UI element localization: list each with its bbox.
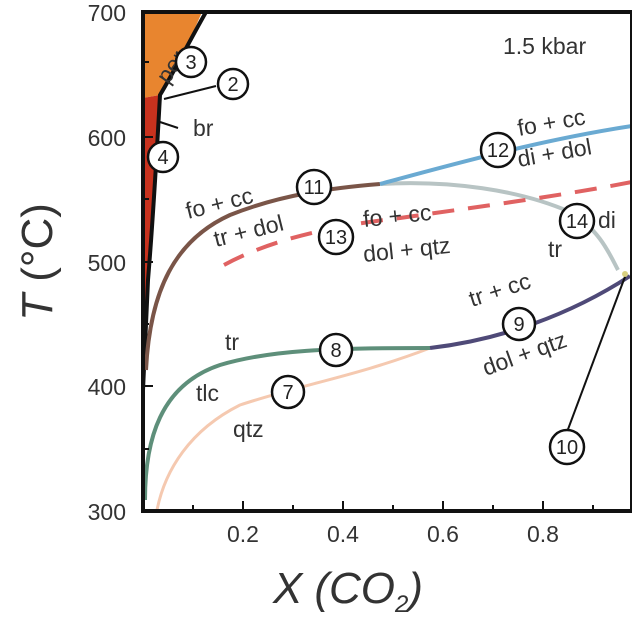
x-tick-label-0.4: 0.4 <box>327 521 359 547</box>
reaction-marker-14: 14 <box>558 202 596 240</box>
reaction-curve-7 <box>155 346 431 511</box>
label-tr-cc: tr + cc <box>466 267 534 311</box>
svg-text:T (°C): T (°C) <box>13 203 62 321</box>
y-tick-label-400: 400 <box>88 374 126 400</box>
y-tick-label-500: 500 <box>88 250 126 276</box>
svg-text:13: 13 <box>325 227 347 249</box>
reaction-curve-8 <box>143 346 431 501</box>
label-qtz: qtz <box>233 416 264 442</box>
label-fo-cc-mid: fo + cc <box>362 199 433 232</box>
br-pointer <box>159 121 179 129</box>
reaction-marker-2: 2 <box>216 67 250 101</box>
reaction-marker-9: 9 <box>501 306 537 342</box>
svg-text:14: 14 <box>566 211 588 233</box>
svg-text:11: 11 <box>304 177 325 199</box>
y-tick-label-300: 300 <box>88 499 126 525</box>
reaction-marker-13: 13 <box>317 218 355 256</box>
reaction-marker-12: 12 <box>479 131 517 169</box>
x-tick-label-0.8: 0.8 <box>527 521 559 547</box>
x-axis-title: X (CO2) <box>272 564 423 614</box>
reaction-2-pointer <box>163 85 217 100</box>
reaction-marker-11: 11 <box>295 168 333 206</box>
label-tr-left: tr <box>225 329 239 355</box>
reaction-curve-14 <box>379 181 620 271</box>
label-tr-right: tr <box>548 236 562 262</box>
svg-text:4: 4 <box>157 147 168 169</box>
svg-text:10: 10 <box>556 437 578 459</box>
reaction-marker-10: 10 <box>548 428 586 466</box>
y-axis-title: T (°C) <box>13 203 62 321</box>
label-di: di <box>598 207 616 233</box>
reaction-marker-7: 7 <box>270 374 306 410</box>
svg-text:7: 7 <box>282 382 293 404</box>
svg-text:12: 12 <box>487 140 509 162</box>
reaction-10-pointer <box>566 273 627 433</box>
label-br: br <box>193 115 214 141</box>
reaction-marker-8: 8 <box>318 332 354 368</box>
reaction-marker-4: 4 <box>146 140 180 174</box>
x-tick-label-0.2: 0.2 <box>227 521 259 547</box>
svg-text:2: 2 <box>227 74 238 96</box>
x-axis <box>192 501 594 511</box>
label-dol-qtz-mid: dol + qtz <box>362 232 452 267</box>
pressure-label: 1.5 kbar <box>503 33 586 59</box>
y-tick-label-600: 600 <box>88 125 126 151</box>
svg-text:8: 8 <box>330 340 341 362</box>
invariant-point <box>622 271 628 277</box>
reaction-curve-13 <box>223 180 632 267</box>
label-tlc: tlc <box>196 380 219 406</box>
svg-text:9: 9 <box>513 314 524 336</box>
y-axis <box>143 11 153 450</box>
svg-text:3: 3 <box>185 52 196 74</box>
periclase-field <box>143 12 202 98</box>
reaction-marker-3: 3 <box>174 45 208 79</box>
y-tick-label-700: 700 <box>88 0 126 26</box>
x-tick-label-0.6: 0.6 <box>427 521 459 547</box>
